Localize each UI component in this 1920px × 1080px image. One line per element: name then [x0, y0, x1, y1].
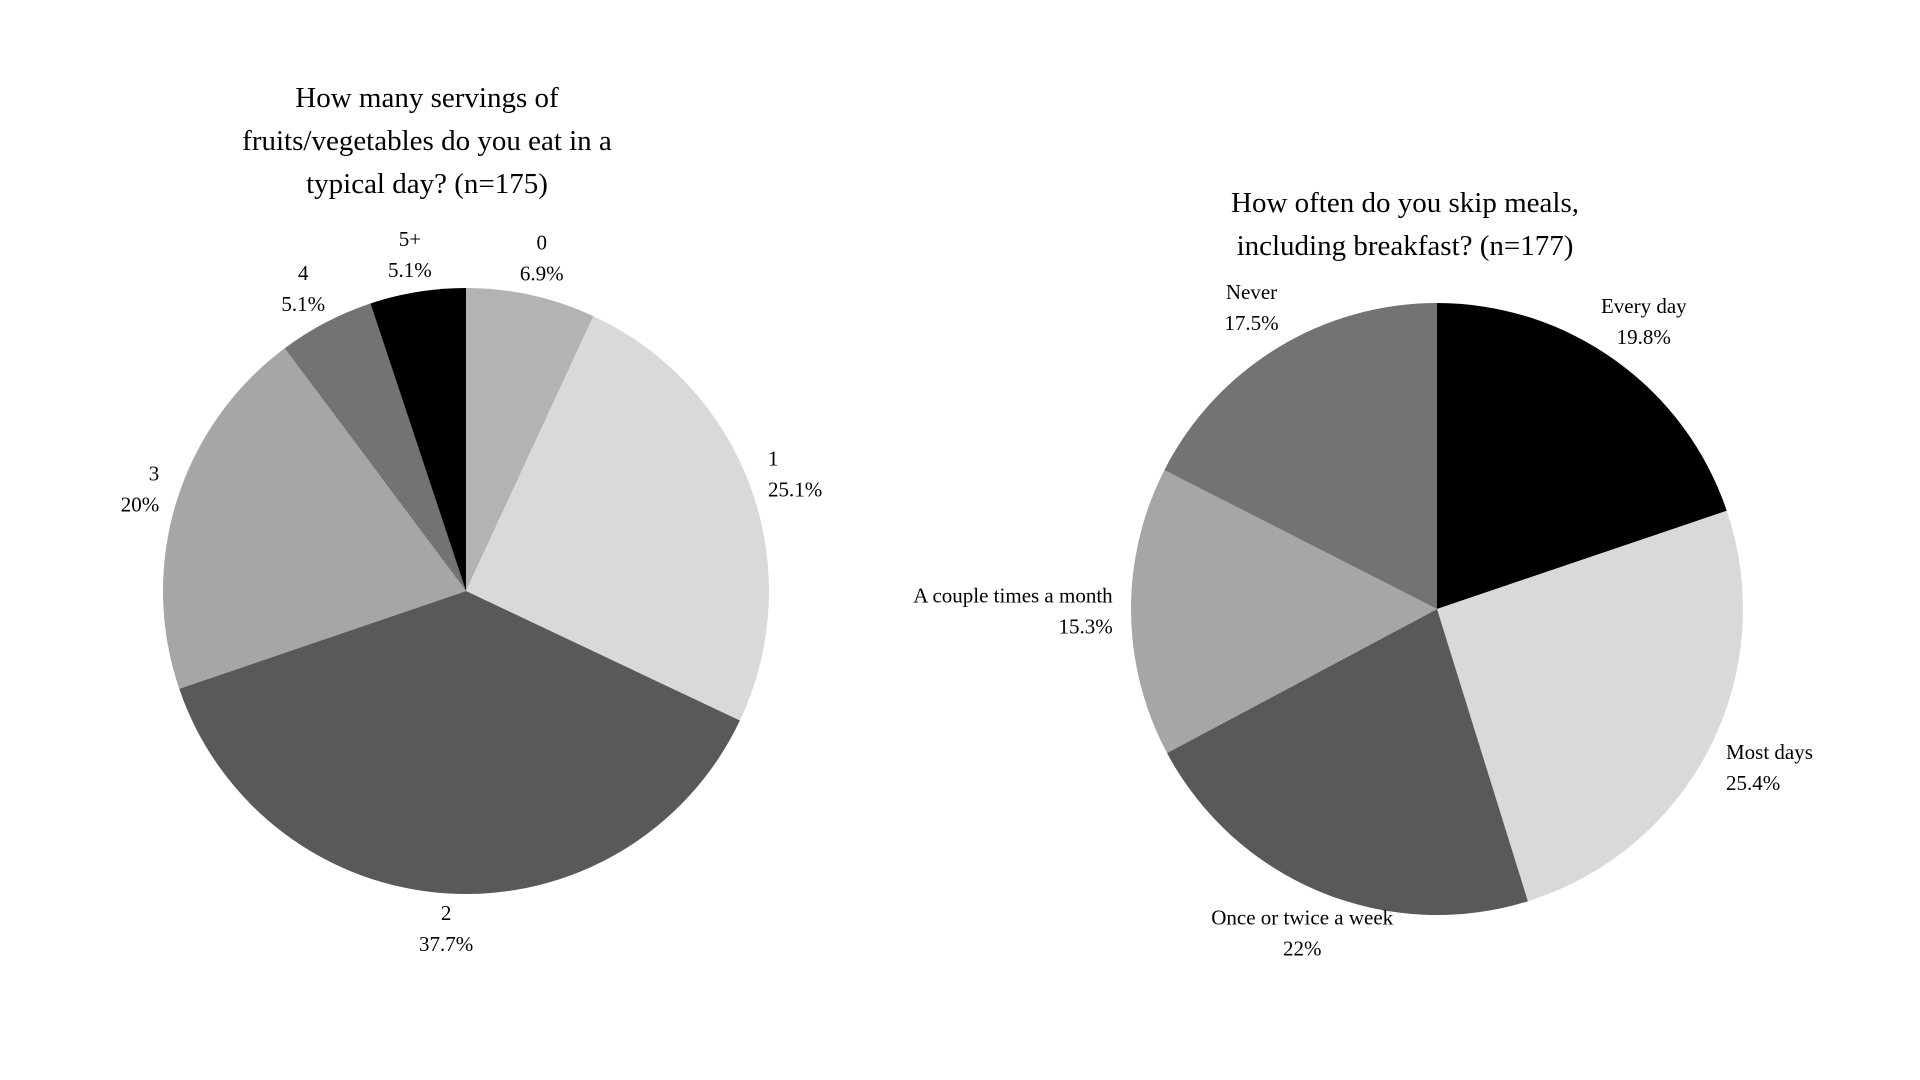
- pie-slice-every-day: [1437, 303, 1727, 609]
- servings-pie: 0 6.9% 1 25.1% 2 37.7% 3 20% 4 5.1% 5+ 5.1%: [121, 227, 823, 956]
- pie-slice-3: [162, 348, 467, 689]
- pie-slice-a-couple-times-a-month: [1130, 470, 1437, 754]
- slice-label-1: 1 25.1%: [768, 446, 822, 501]
- slice-label-3: 3 20%: [121, 462, 160, 517]
- skip-meals-pie: Every day 19.8% Most days 25.4% Once or twic…: [913, 280, 1813, 961]
- pie-slice-4: [284, 303, 466, 591]
- slice-label-most-days: Most days 25.4%: [1726, 740, 1813, 795]
- slice-label-5: 5+ 5.1%: [388, 227, 432, 282]
- pie-slice-5: [370, 288, 466, 591]
- pie-slice-0: [466, 288, 594, 591]
- slice-label-never: Never 17.5%: [1224, 280, 1278, 335]
- slice-label-every-day: Every day 19.8%: [1601, 294, 1687, 349]
- chart-title-skip-meals: How often do you skip meals, including b…: [1231, 187, 1579, 262]
- slice-label-once-or-twice-a-week: Once or twice a week 22%: [1211, 906, 1393, 961]
- pie-slice-once-or-twice-a-week: [1167, 609, 1528, 916]
- slice-label-4: 4 5.1%: [281, 261, 325, 316]
- slice-label-a-couple-times-a-month: A couple times a month 15.3%: [913, 583, 1113, 638]
- pie-slice-never: [1164, 303, 1437, 609]
- slice-label-0: 0 6.9%: [520, 231, 564, 286]
- pie-slice-1: [466, 316, 769, 721]
- pie-slice-2: [179, 591, 740, 895]
- slice-label-2: 2 37.7%: [419, 901, 473, 956]
- chart-title-servings: How many servings of fruits/vegetables d…: [242, 82, 612, 200]
- pie-slice-most-days: [1437, 510, 1743, 902]
